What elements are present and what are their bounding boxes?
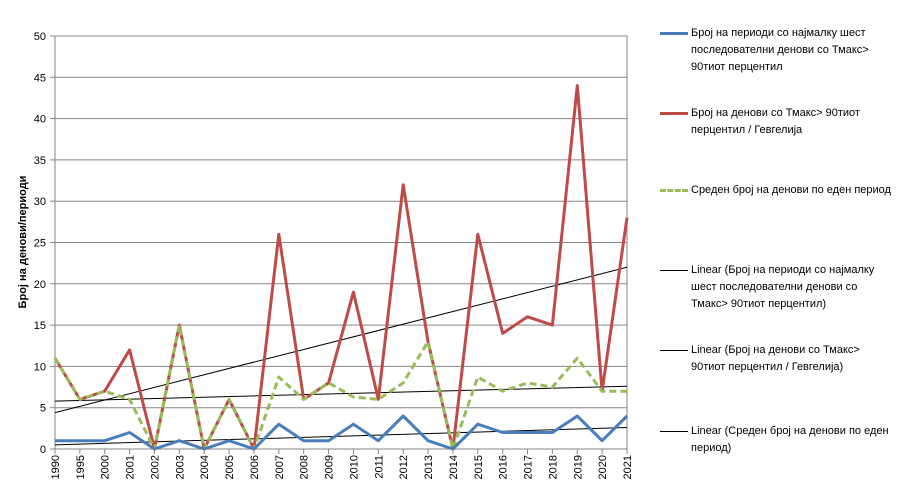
y-tick-label: 0: [40, 444, 46, 456]
x-tick-label: 2014: [448, 455, 460, 479]
trendline-2: [54, 385, 628, 402]
x-tick-label: 2016: [498, 455, 510, 479]
legend-label-days: Број на денови со Тмакс> 90тиот перценти…: [691, 107, 860, 136]
y-tick-label: 50: [34, 31, 46, 43]
y-tick-label: 10: [34, 361, 46, 373]
legend-swatch-trend-average: [660, 431, 688, 432]
legend-swatch-periods: [660, 32, 688, 35]
legend-label-periods: Број на периоди со најмалку шест последо…: [691, 27, 869, 73]
legend-label-trend-average: Linear (Среден број на денови по еден пе…: [691, 425, 889, 454]
x-tick-label: 2006: [249, 455, 261, 479]
legend-swatch-trend-days: [660, 350, 688, 351]
legend-label-trend-periods: Linear (Број на периоди со најмалку шест…: [691, 264, 875, 310]
series-line-0: [55, 414, 629, 451]
series-line-2: [53, 323, 627, 451]
x-tick-label: 2018: [547, 455, 559, 479]
legend-swatch-trend-periods: [660, 270, 688, 271]
x-tick-label: 2009: [324, 455, 336, 479]
y-tick-label: 25: [34, 238, 46, 250]
legend-label-average: Среден број на денови по еден период: [691, 184, 891, 196]
y-tick-label: 40: [34, 114, 46, 126]
x-axis-ticks: 1990 1995 2000 2001 2002 2003 2004 2005 2006 2007…: [50, 449, 634, 479]
x-tick-label: 1990: [50, 455, 62, 479]
y-tick-label: 30: [34, 196, 46, 208]
data-series: [53, 84, 629, 451]
x-tick-label: 2021: [622, 455, 634, 479]
x-tick-label: 2000: [100, 455, 112, 479]
trendline-0: [54, 427, 628, 446]
y-tick-label: 20: [34, 279, 46, 291]
x-tick-label: 2004: [199, 455, 211, 479]
legend-label-trend-days: Linear (Број на денови со Тмакс> 90тиот …: [691, 344, 860, 373]
x-tick-label: 2003: [174, 455, 186, 479]
x-tick-label: 2020: [597, 455, 609, 479]
x-tick-label: 2010: [348, 455, 360, 479]
y-tick-label: 5: [40, 403, 46, 415]
y-tick-label: 15: [34, 320, 46, 332]
legend-swatch-average: [660, 189, 688, 192]
x-tick-label: 2013: [423, 455, 435, 479]
y-axis-label: Број на денови/периоди: [17, 176, 29, 309]
x-tick-label: 2011: [373, 455, 385, 479]
x-tick-label: 2002: [149, 455, 161, 479]
y-tick-label: 35: [34, 155, 46, 167]
x-tick-label: 2008: [299, 455, 311, 479]
x-tick-label: 1995: [75, 455, 87, 479]
trendlines: [54, 266, 628, 446]
x-tick-label: 2007: [274, 455, 286, 479]
y-tick-label: 45: [34, 72, 46, 84]
gridlines: [55, 35, 627, 450]
x-tick-label: 2012: [398, 455, 410, 479]
series-line-1: [53, 84, 629, 451]
x-tick-label: 2001: [125, 455, 137, 479]
legend: Број на периоди со најмалку шест последо…: [660, 0, 900, 504]
x-tick-label: 2019: [572, 455, 584, 479]
x-tick-label: 2017: [523, 455, 535, 479]
y-axis-ticks: 0 5 10 15 20 25 30 35 40 45 50: [34, 31, 55, 456]
x-tick-label: 2005: [224, 455, 236, 479]
x-tick-label: 2015: [473, 455, 485, 479]
legend-swatch-days: [660, 112, 688, 115]
